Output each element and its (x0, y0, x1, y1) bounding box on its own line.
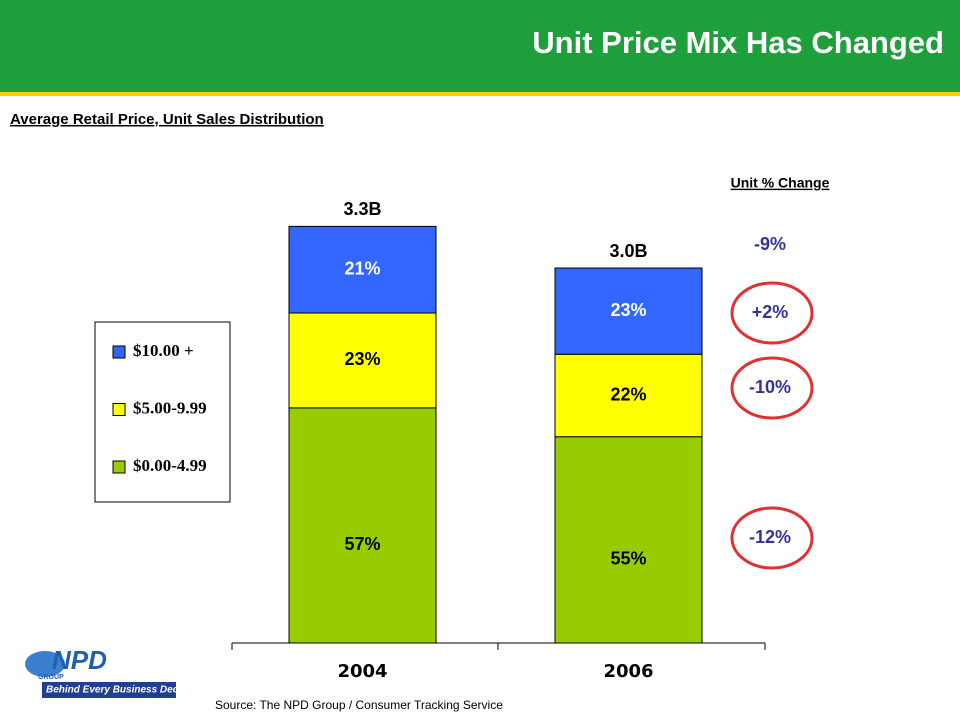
logo-bar (42, 682, 176, 698)
legend-swatch (112, 403, 126, 416)
logo-tagline: Behind Every Business Decision (46, 685, 202, 696)
bar-segment (288, 225, 437, 314)
header-band (0, 0, 960, 92)
bar-segment (554, 267, 703, 355)
segment-label: 23% (344, 349, 380, 369)
total-label: 3.0B (609, 241, 647, 261)
total-label: 3.3B (343, 199, 381, 219)
x-tick-label: 2004 (337, 661, 387, 682)
change-label: -10% (749, 377, 791, 397)
change-label: -12% (749, 527, 791, 547)
segment-label: 21% (344, 258, 380, 278)
bar-segment (288, 407, 437, 644)
segment-label: 55% (610, 549, 646, 569)
legend-swatch (112, 345, 126, 359)
legend-label: $0.00-4.99 (133, 456, 207, 475)
legend-label: $10.00 + (133, 341, 194, 360)
bar-segment (288, 312, 437, 409)
highlight-circle (730, 281, 814, 345)
legend-label: $5.00-9.99 (133, 398, 207, 417)
bar-segment (554, 436, 703, 644)
bar-segment (554, 353, 703, 438)
legend-swatch (112, 460, 126, 474)
segment-label: 57% (344, 534, 380, 554)
highlight-circle (730, 506, 814, 570)
logo-group: GROUP (38, 674, 64, 681)
logo-globe (25, 651, 65, 677)
subtitle: Average Retail Price, Unit Sales Distrib… (10, 111, 324, 128)
slide-title: Unit Price Mix Has Changed (532, 25, 944, 60)
change-label: +2% (752, 302, 789, 322)
change-title: Unit % Change (731, 175, 830, 191)
logo: NPD GROUP Behind Every Business Decision (25, 645, 202, 698)
source: Source: The NPD Group / Consumer Trackin… (215, 698, 503, 712)
highlight-circle (730, 356, 814, 420)
header-stripe (0, 92, 960, 96)
segment-label: 22% (610, 384, 646, 404)
logo-name: NPD (52, 645, 107, 675)
change-label: -9% (754, 234, 786, 254)
segment-label: 23% (610, 300, 646, 320)
x-tick-label: 2006 (603, 661, 653, 682)
